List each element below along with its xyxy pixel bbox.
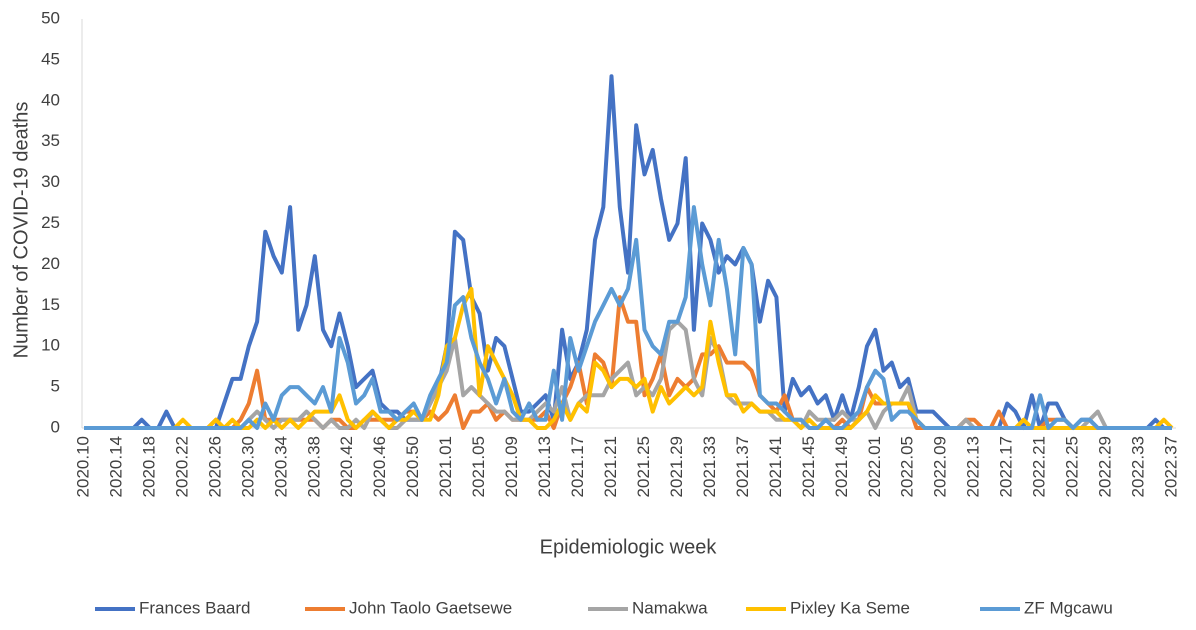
legend-label: ZF Mgcawu [1024, 598, 1113, 617]
x-tick-label: 2022.21 [1030, 436, 1049, 497]
legend-label: Frances Baard [139, 598, 251, 617]
y-tick-label: 40 [41, 90, 60, 109]
x-tick-label: 2022.25 [1063, 436, 1082, 497]
x-tick-label: 2022.17 [997, 436, 1016, 497]
x-axis-title: Epidemiologic week [540, 536, 718, 558]
x-tick-label: 2021.29 [667, 436, 686, 497]
x-tick-label: 2021.17 [568, 436, 587, 497]
y-tick-label: 25 [41, 213, 60, 232]
x-tick-label: 2022.05 [898, 436, 917, 497]
x-tick-label: 2021.09 [502, 436, 521, 497]
legend-label: John Taolo Gaetsewe [349, 598, 512, 617]
y-tick-label: 5 [51, 377, 60, 396]
x-tick-label: 2022.01 [865, 436, 884, 497]
x-tick-label: 2022.09 [931, 436, 950, 497]
y-tick-label: 50 [41, 8, 60, 27]
y-tick-label: 15 [41, 295, 60, 314]
x-tick-label: 2021.41 [766, 436, 785, 497]
x-tick-label: 2021.01 [436, 436, 455, 497]
series-line [84, 319, 1172, 430]
x-tick-label: 2022.29 [1096, 436, 1115, 497]
x-tick-label: 2021.13 [535, 436, 554, 497]
x-tick-label: 2020.38 [304, 436, 323, 497]
x-tick-label: 2020.34 [271, 436, 290, 497]
x-tick-label: 2020.42 [337, 436, 356, 497]
x-tick-label: 2020.50 [403, 436, 422, 497]
legend-label: Namakwa [632, 598, 708, 617]
x-tick-label: 2020.14 [106, 436, 125, 497]
x-tick-label: 2021.05 [469, 436, 488, 497]
x-tick-label: 2020.10 [73, 436, 92, 497]
x-tick-label: 2022.13 [964, 436, 983, 497]
x-tick-label: 2020.30 [238, 436, 257, 497]
x-tick-label: 2020.46 [370, 436, 389, 497]
series-line [84, 205, 1172, 430]
y-tick-label: 10 [41, 336, 60, 355]
x-tick-label: 2021.45 [799, 436, 818, 497]
series-line [84, 74, 1172, 430]
x-tick-label: 2021.21 [601, 436, 620, 497]
x-tick-label: 2021.25 [634, 436, 653, 497]
legend-label: Pixley Ka Seme [790, 598, 910, 617]
y-tick-label: 20 [41, 254, 60, 273]
y-tick-label: 0 [51, 417, 60, 436]
x-tick-label: 2020.18 [139, 436, 158, 497]
x-tick-label: 2022.37 [1161, 436, 1180, 497]
y-tick-label: 30 [41, 172, 60, 191]
x-tick-label: 2021.49 [832, 436, 851, 497]
x-tick-label: 2022.33 [1129, 436, 1148, 497]
x-tick-label: 2021.37 [733, 436, 752, 497]
x-tick-label: 2020.22 [172, 436, 191, 497]
y-axis-title: Number of COVID-19 deaths [10, 102, 32, 359]
x-tick-label: 2020.26 [205, 436, 224, 497]
y-tick-label: 35 [41, 131, 60, 150]
y-tick-label: 45 [41, 49, 60, 68]
x-tick-label: 2021.33 [700, 436, 719, 497]
